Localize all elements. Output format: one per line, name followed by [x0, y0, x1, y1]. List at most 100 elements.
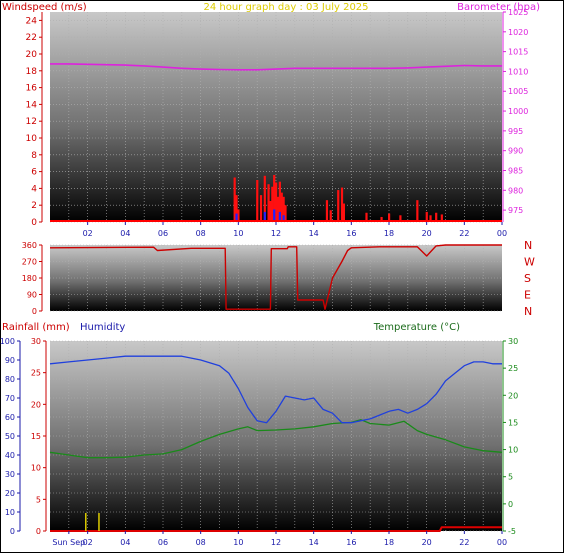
gust-bar	[429, 215, 432, 222]
y-tick-label: 180	[22, 274, 37, 283]
gust-bar	[276, 196, 280, 222]
y-tick-label: 70	[5, 394, 15, 403]
x-tick-label: 14	[309, 538, 319, 547]
y2-tick-label: 25	[508, 364, 518, 373]
x-tick-label: 14	[309, 229, 319, 238]
x-tick-label: 04	[120, 538, 130, 547]
gust-bar	[278, 181, 281, 222]
y-tick-label: 90	[5, 356, 15, 365]
y-tick-label: 22	[26, 33, 37, 43]
x-tick-label: 02	[83, 538, 93, 547]
y-tick-label: 24	[26, 16, 38, 26]
x-tick-label: 10	[233, 229, 243, 238]
gust-bar	[282, 196, 285, 222]
x-tick-label: 06	[158, 229, 168, 238]
gust-bar	[233, 177, 236, 222]
y-tick-label: 0	[36, 527, 41, 536]
y-tick-label: 5	[36, 495, 41, 504]
compass-label: N	[524, 239, 532, 252]
direction-line	[49, 244, 502, 310]
y2-tick-label: 5	[508, 473, 513, 482]
barometer-axis-label: Barometer (hpa)	[457, 2, 540, 13]
y-tick-label: 15	[31, 432, 41, 441]
y-tick-label: 50	[5, 432, 15, 441]
y-tick-label: 10	[31, 464, 41, 473]
y-tick-label: 14	[26, 100, 38, 110]
x-tick-label: 00	[497, 229, 507, 238]
x-tick-label: 10	[233, 538, 243, 547]
y-tick-label: 270	[22, 258, 37, 267]
gust-bar	[365, 212, 368, 222]
temperature-line	[49, 419, 503, 459]
humidity-line	[49, 355, 502, 424]
axes: 0246810121416182022249759809859909951000…	[0, 8, 535, 547]
compass-label: E	[524, 289, 531, 302]
y2-tick-label: 975	[508, 206, 523, 215]
y2-tick-label: 10	[508, 446, 518, 455]
y2-tick-label: 30	[508, 337, 518, 346]
y-tick-label: 8	[31, 151, 37, 161]
x-tick-label: 08	[196, 538, 206, 547]
y-tick-label: 40	[5, 451, 15, 460]
gust-bar	[284, 205, 287, 222]
y2-tick-label: 1010	[508, 67, 528, 76]
y2-tick-label: 990	[508, 147, 523, 156]
y-tick-label: 90	[27, 291, 37, 300]
windspeed-axis-label: Windspeed (m/s)	[2, 2, 87, 13]
gust-bar	[380, 216, 383, 222]
x-tick-label: 22	[459, 538, 469, 547]
y-tick-label: 18	[26, 67, 38, 77]
y2-tick-label: 995	[508, 127, 523, 136]
gust-bar	[325, 200, 329, 222]
gust-bar	[263, 175, 266, 222]
gust-bar	[416, 200, 419, 222]
gust-bar	[235, 195, 238, 222]
y2-tick-label: 985	[508, 166, 523, 175]
gust-bar	[269, 201, 272, 222]
x-tick-label: 06	[158, 538, 168, 547]
x-tick-label: 02	[83, 229, 93, 238]
gust-bar	[435, 212, 438, 222]
page-title: 24 hour graph day : 03 July 2025	[203, 2, 368, 13]
y-tick-label: 360	[22, 241, 37, 250]
gust-bar	[337, 190, 340, 222]
y-tick-label: 80	[5, 375, 15, 384]
x-tick-label: 20	[422, 229, 432, 238]
y2-tick-label: 0	[508, 500, 513, 509]
compass-label: S	[524, 272, 531, 285]
data-layer	[49, 63, 503, 532]
y-tick-label: 0	[10, 527, 15, 536]
gust-bar	[259, 195, 263, 222]
y2-tick-label: 1020	[508, 28, 528, 37]
rainfall-axis-label: Rainfall (mm)	[2, 322, 70, 333]
gust-bar	[271, 186, 274, 222]
y2-tick-label: 1005	[508, 87, 528, 96]
y-tick-label: 2	[31, 201, 37, 211]
y-tick-label: 16	[26, 84, 38, 94]
y-tick-label: 30	[5, 470, 15, 479]
y-tick-label: 4	[31, 184, 37, 194]
y2-tick-label: 20	[508, 391, 518, 400]
x-tick-label: 00	[497, 538, 507, 547]
y-tick-label: 12	[26, 117, 37, 127]
y2-tick-label: 1025	[508, 8, 528, 17]
gust-bar	[425, 211, 428, 222]
gust-bar	[273, 174, 276, 222]
gust-bar	[388, 213, 391, 222]
y2-tick-label: 15	[508, 418, 518, 427]
y2-tick-label: 980	[508, 186, 523, 195]
compass-label: N	[524, 305, 532, 318]
x-tick-label: 18	[384, 229, 394, 238]
gust-bar	[440, 214, 443, 222]
x-tick-label: 16	[346, 229, 356, 238]
y-tick-label: 6	[31, 168, 37, 178]
gust-bar	[267, 184, 270, 222]
average-bar	[263, 211, 266, 222]
y-tick-label: 20	[31, 400, 41, 409]
x-tick-label: 18	[384, 538, 394, 547]
y2-tick-label: -5	[508, 527, 516, 536]
y2-tick-label: 1015	[508, 48, 528, 57]
x-tick-label: Sun Sep	[52, 538, 85, 547]
y-tick-label: 30	[31, 337, 41, 346]
